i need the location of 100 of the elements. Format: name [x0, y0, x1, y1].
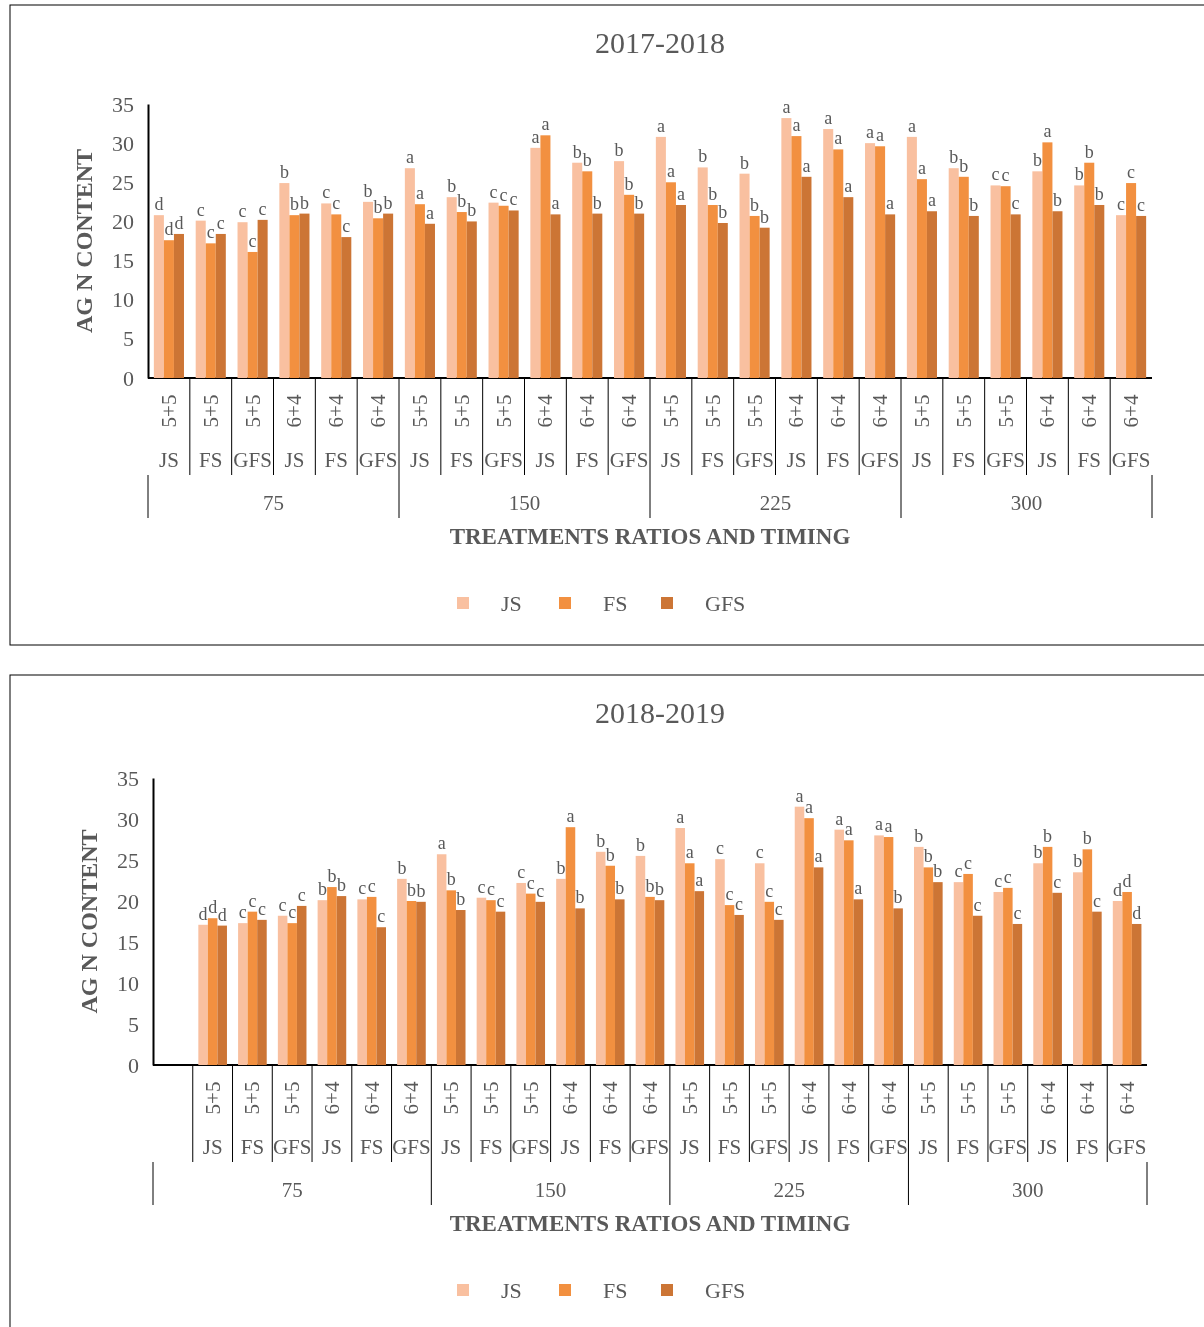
- bar: [953, 882, 964, 1065]
- data-label: a: [844, 819, 853, 840]
- data-label: d: [1122, 870, 1132, 891]
- data-label: b: [949, 147, 959, 168]
- bar: [635, 855, 646, 1065]
- bar: [289, 215, 300, 378]
- legend-label: GFS: [705, 591, 746, 616]
- data-label: a: [917, 158, 926, 179]
- y-tick-label: 35: [117, 765, 139, 791]
- bar: [575, 908, 585, 1065]
- data-label: b: [336, 875, 346, 896]
- x-tick-label: 6+4 JS: [558, 1081, 583, 1159]
- data-label: b: [299, 192, 309, 213]
- data-label: c: [715, 838, 724, 859]
- bar: [530, 147, 541, 378]
- data-label: a: [866, 122, 875, 143]
- data-label: a: [415, 183, 424, 204]
- y-tick-label: 35: [112, 91, 134, 117]
- bar: [615, 899, 625, 1065]
- bar: [476, 897, 487, 1065]
- y-tick-label: 20: [117, 888, 139, 914]
- bar: [801, 176, 812, 378]
- data-label: c: [509, 189, 518, 210]
- bar: [963, 873, 973, 1065]
- data-label: b: [615, 878, 625, 899]
- data-label: c: [735, 893, 744, 914]
- bar: [198, 924, 208, 1065]
- bar: [923, 867, 934, 1065]
- bar: [1010, 214, 1021, 378]
- x-tick-label: 5+5 JS: [909, 394, 934, 472]
- x-tick-label: 6+4 GFS: [860, 394, 900, 472]
- bar: [1126, 183, 1137, 378]
- data-label: c: [499, 184, 508, 205]
- bar: [357, 899, 367, 1065]
- data-label: b: [363, 180, 373, 201]
- bar: [153, 215, 164, 378]
- data-label: b: [634, 192, 644, 213]
- x-tick-label: 5+5 GFS: [272, 1081, 312, 1159]
- data-label: b: [467, 200, 477, 221]
- legend-label: JS: [501, 591, 522, 616]
- bar: [327, 887, 337, 1065]
- y-axis-title: AG N CONTENT: [71, 148, 97, 334]
- x-tick-label: 6+4 GFS: [1111, 394, 1151, 472]
- bar: [794, 806, 805, 1065]
- data-label: c: [477, 876, 486, 897]
- data-label: b: [556, 857, 566, 878]
- bar: [749, 215, 760, 378]
- x-tick-label: 6+4 JS: [319, 1081, 344, 1159]
- bar: [614, 161, 625, 378]
- data-label: c: [994, 870, 1003, 891]
- bar: [257, 219, 268, 378]
- data-label: c: [206, 222, 215, 243]
- bar: [516, 882, 526, 1065]
- bar: [675, 204, 686, 378]
- data-label: c: [358, 878, 367, 899]
- legend-label: FS: [603, 1278, 628, 1303]
- bar: [404, 168, 415, 378]
- data-label: c: [342, 216, 351, 237]
- data-label: c: [954, 861, 963, 882]
- data-label: b: [289, 194, 299, 215]
- bar: [296, 905, 307, 1065]
- bar: [916, 179, 927, 378]
- data-label: b: [1082, 828, 1092, 849]
- bar: [247, 251, 258, 378]
- bar: [535, 901, 546, 1065]
- x-tick-label: 6+4 GFS: [392, 1081, 431, 1159]
- data-label: c: [297, 884, 306, 905]
- bar: [1082, 849, 1093, 1065]
- bar: [875, 146, 886, 378]
- data-label: a: [875, 814, 884, 835]
- data-label: a: [802, 155, 811, 176]
- data-label: a: [844, 176, 853, 197]
- x-tick-label: 5+5 GFS: [988, 1081, 1028, 1159]
- data-label: b: [592, 192, 602, 213]
- data-label: d: [154, 194, 164, 215]
- data-label: b: [1073, 851, 1083, 872]
- bar: [715, 859, 725, 1065]
- bar: [993, 891, 1004, 1065]
- chart-title: 2018-2019: [595, 696, 725, 729]
- data-label: a: [927, 190, 936, 211]
- bar: [508, 210, 519, 378]
- data-label: c: [991, 164, 1000, 185]
- bar: [665, 182, 676, 378]
- bar: [317, 900, 328, 1065]
- x-tick-label: 6+4 FS: [1077, 394, 1102, 472]
- chart-title: 2017-2018: [595, 26, 725, 59]
- bar: [279, 183, 290, 378]
- bar: [446, 197, 457, 378]
- data-label: b: [605, 844, 615, 865]
- bar: [287, 923, 297, 1065]
- x-tick-label: 6+4 FS: [836, 1081, 861, 1159]
- data-label: a: [405, 147, 414, 168]
- text: 150: [534, 1178, 567, 1202]
- bar: [654, 900, 665, 1065]
- data-label: b: [317, 879, 327, 900]
- data-label: d: [164, 219, 174, 240]
- x-tick-label: 6+4 JS: [1035, 1081, 1060, 1159]
- text: 225: [773, 1178, 805, 1202]
- data-label: c: [973, 894, 982, 915]
- y-tick-label: 5: [128, 1011, 139, 1037]
